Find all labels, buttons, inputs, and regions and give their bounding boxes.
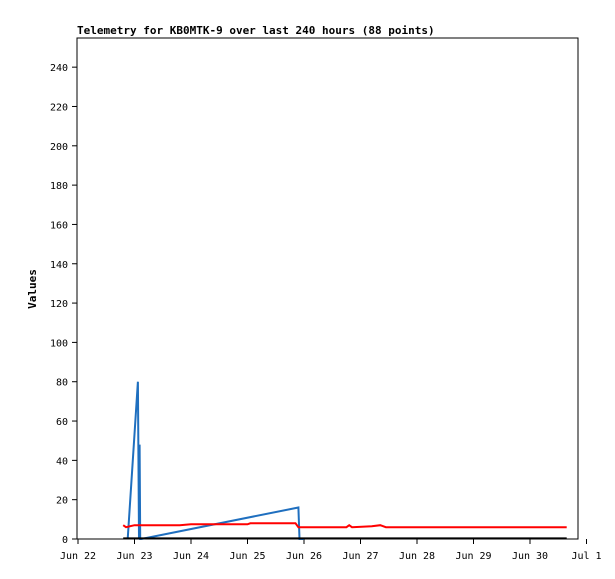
- y-axis-label: Values: [26, 269, 39, 309]
- y-tick-label: 80: [56, 378, 68, 389]
- y-tick-label: 220: [50, 102, 68, 113]
- y-tick-label: 140: [50, 260, 68, 271]
- y-tick-label: 60: [56, 417, 68, 428]
- x-tick-label: Jun 22: [60, 551, 96, 562]
- y-tick-label: 100: [50, 338, 68, 349]
- x-tick-label: Jun 29: [455, 551, 491, 562]
- x-tick-label: Jun 25: [229, 551, 265, 562]
- x-tick-label: Jun 24: [173, 551, 209, 562]
- series-layer: [122, 381, 567, 540]
- series-line-2: [122, 522, 567, 529]
- y-tick-label: 20: [56, 496, 68, 507]
- plot-area: [76, 37, 579, 540]
- x-tick-label: Jun 28: [399, 551, 435, 562]
- x-tick-label: Jul 1: [571, 551, 601, 562]
- y-tick-label: 180: [50, 181, 68, 192]
- y-tick-label: 0: [62, 535, 68, 546]
- x-tick-label: Jun 30: [512, 551, 548, 562]
- y-tick-label: 40: [56, 456, 68, 467]
- x-tick-label: Jun 26: [286, 551, 322, 562]
- y-tick-label: 160: [50, 220, 68, 231]
- chart-title: Telemetry for KB0MTK-9 over last 240 hou…: [77, 24, 435, 37]
- x-axis: Jun 22 Jun 23 Jun 24 Jun 25 Jun 26 Jun 27 Jun …: [60, 539, 602, 562]
- y-tick-label: 240: [50, 63, 68, 74]
- y-tick-label: 120: [50, 299, 68, 310]
- x-tick-label: Jun 27: [342, 551, 378, 562]
- y-axis: 0 20 40 60 80 100 120 140 160 180 200 220 240: [50, 63, 77, 546]
- x-tick-label: Jun 23: [116, 551, 152, 562]
- y-tick-label: 200: [50, 142, 68, 153]
